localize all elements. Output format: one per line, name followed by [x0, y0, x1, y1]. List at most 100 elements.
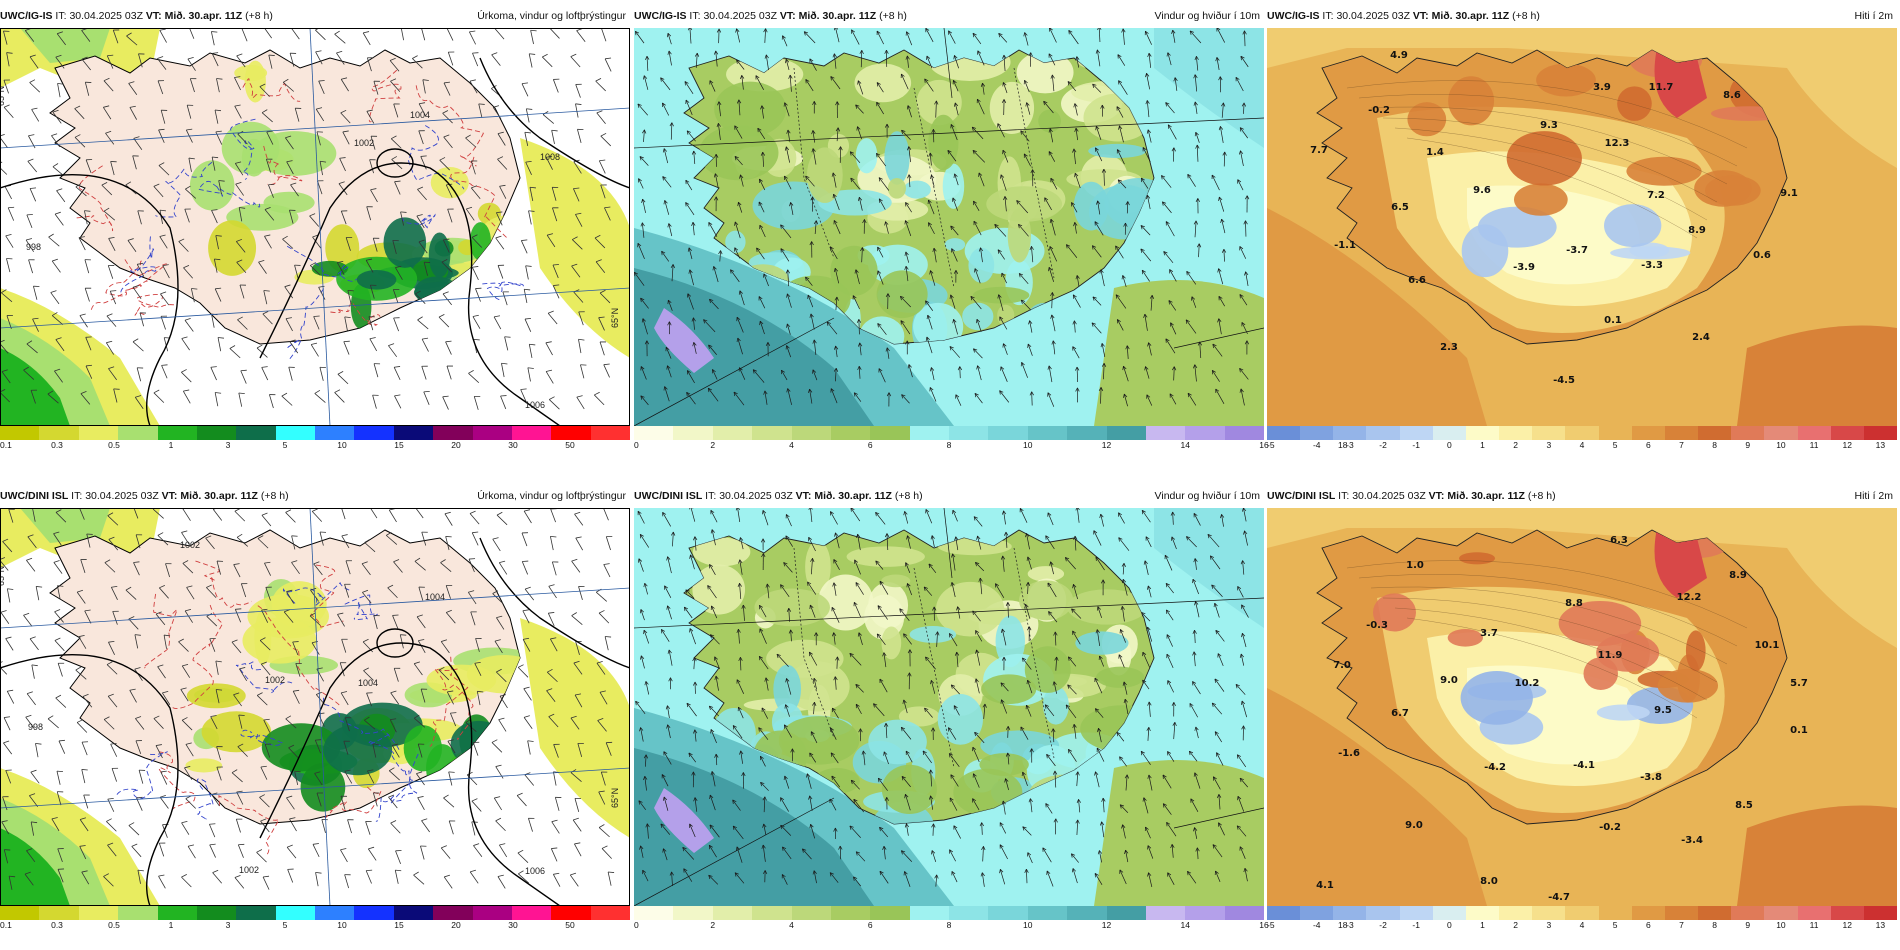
- map-area: 6.3 1.0 8.9 12.2 -0.3 8.8 3.7 10.1 7.0 11.9 9.0 10.…: [1267, 508, 1897, 906]
- colorbar-swatch: [712, 426, 753, 440]
- panel-title: Hiti í 2m: [1854, 490, 1893, 502]
- colorbar-tick: 50: [565, 920, 575, 930]
- colorbar-swatch: [157, 426, 197, 440]
- colorbar-swatch: [1764, 906, 1798, 920]
- colorbar-swatch: [1145, 906, 1186, 920]
- isobar-label: 1004: [425, 592, 445, 602]
- colorbar-swatch: [39, 906, 79, 920]
- colorbar-swatch: [1067, 426, 1107, 440]
- panel-title: Hiti í 2m: [1854, 10, 1893, 22]
- colorbar-precip: 0.1 0.3 0.5 1 3 5 10 15 20 30 50: [0, 426, 630, 450]
- colorbar-tick: 8: [946, 920, 952, 930]
- colorbar-swatch: [511, 426, 552, 440]
- colorbar-tick: -2: [1379, 920, 1387, 930]
- model-name: UWC/DINI ISL: [1267, 490, 1336, 502]
- vt-label: VT:: [145, 10, 162, 22]
- temperature-value: 4.9: [1390, 50, 1408, 61]
- colorbar-swatch: [354, 906, 394, 920]
- panel-title: Vindur og hviður í 10m: [1154, 490, 1260, 502]
- temperature-value: 9.1: [1780, 188, 1798, 199]
- colorbar-swatch: [1598, 906, 1632, 920]
- colorbar-tick: 20: [451, 920, 461, 930]
- colorbar-swatch: [949, 426, 989, 440]
- colorbar-tick: 7: [1679, 920, 1684, 930]
- colorbar-temp: -5 -4 -3 -2 -1 0 1 2 3 4 5 6 7 8 9 10 11 12 13: [1267, 426, 1897, 450]
- colorbar-tick: 30: [508, 920, 518, 930]
- colorbar-swatch: [551, 906, 591, 920]
- colorbar-tick: 4: [789, 440, 794, 450]
- colorbar-swatch: [909, 426, 949, 440]
- vt-label: VT:: [161, 490, 178, 502]
- colorbar-tick: 8: [1712, 920, 1717, 930]
- temperature-value: 6.6: [1408, 275, 1426, 286]
- isobar-label: 1004: [358, 678, 378, 688]
- colorbar-swatch: [1027, 426, 1068, 440]
- colorbar-tick: 0: [1446, 440, 1452, 450]
- colorbar-swatch: [0, 906, 40, 920]
- colorbar-swatch: [791, 906, 831, 920]
- colorbar-tick: 3: [225, 920, 231, 930]
- colorbar-tick: 10: [337, 920, 347, 930]
- temperature-value: 3.7: [1480, 628, 1498, 639]
- colorbar-swatch: [118, 906, 158, 920]
- colorbar-swatch: [78, 426, 119, 440]
- model-name: UWC/IG-IS: [0, 10, 53, 22]
- temperature-value: -0.3: [1366, 620, 1388, 631]
- colorbar-tick: 0.5: [108, 440, 120, 450]
- temperature-value: -1.1: [1334, 240, 1356, 251]
- colorbar-swatch: [1333, 906, 1367, 920]
- colorbar-tick: 0.1: [0, 920, 12, 930]
- temperature-value: -4.5: [1553, 375, 1575, 386]
- colorbar-swatch: [1106, 426, 1146, 440]
- colorbar-swatch: [1764, 426, 1798, 440]
- colorbar-swatch: [1465, 426, 1500, 440]
- colorbar-tick: 18: [1338, 440, 1348, 450]
- isobar-label: 1002: [265, 675, 285, 685]
- temperature-value: 9.3: [1540, 120, 1558, 131]
- colorbar-swatch: [1333, 426, 1367, 440]
- colorbar-swatch: [1731, 426, 1765, 440]
- initial-time: 30.04.2025 03Z: [703, 10, 777, 22]
- colorbar-swatch: [1598, 426, 1632, 440]
- colorbar-tick: -2: [1379, 440, 1387, 450]
- map-area: 1004 1002 998 1008 1006 65°N 65°N: [0, 28, 630, 426]
- colorbar-tick: 4: [1579, 440, 1585, 450]
- colorbar-swatch: [1267, 906, 1301, 920]
- colorbar-tick: 3: [1546, 920, 1552, 930]
- colorbar-swatch: [1565, 906, 1599, 920]
- colorbar-swatch: [1698, 426, 1732, 440]
- colorbar-swatch: [752, 426, 792, 440]
- panel-header: UWC/IG-IS IT: 30.04.2025 03Z VT: Mið. 30…: [1267, 6, 1897, 26]
- colorbar-tick: 2: [710, 440, 716, 450]
- map-panel-temp: UWC/DINI ISL IT: 30.04.2025 03Z VT: Mið.…: [1267, 486, 1897, 949]
- colorbar-swatch: [1027, 906, 1068, 920]
- lead-time: (+8 h): [260, 490, 289, 502]
- temperature-value: 8.0: [1480, 876, 1498, 887]
- it-label: IT:: [705, 490, 717, 502]
- colorbar-swatch: [870, 906, 910, 920]
- isobar-label: 1004: [410, 110, 430, 120]
- map-area: 1002 1004 1002 1004 998 1002 1006 65°N 65°N: [0, 508, 630, 906]
- valid-time: Mið. 30.apr. 11Z: [798, 10, 877, 22]
- temperature-value: 9.0: [1405, 820, 1423, 831]
- colorbar-swatch: [988, 426, 1028, 440]
- map-area: [634, 508, 1264, 906]
- colorbar-tick: 10: [1023, 920, 1033, 930]
- temperature-value: -0.2: [1599, 822, 1621, 833]
- colorbar-tick: 13: [1875, 440, 1886, 450]
- colorbar-tick: 15: [394, 920, 404, 930]
- temperature-value: -3.3: [1641, 260, 1663, 271]
- temperature-value: 6.5: [1391, 202, 1409, 213]
- colorbar-tick: 2: [710, 920, 716, 930]
- temperature-value: 12.2: [1677, 592, 1702, 603]
- colorbar-swatch: [472, 426, 512, 440]
- colorbar-swatch: [1532, 906, 1566, 920]
- colorbar-swatch: [78, 906, 119, 920]
- temperature-value: 0.1: [1790, 725, 1808, 736]
- temperature-value: 7.0: [1333, 660, 1351, 671]
- latitude-label: 65°N: [610, 788, 620, 808]
- colorbar-swatch: [1185, 426, 1225, 440]
- colorbar-swatch: [1532, 426, 1566, 440]
- initial-time: 30.04.2025 03Z: [85, 490, 159, 502]
- vt-label: VT:: [779, 10, 796, 22]
